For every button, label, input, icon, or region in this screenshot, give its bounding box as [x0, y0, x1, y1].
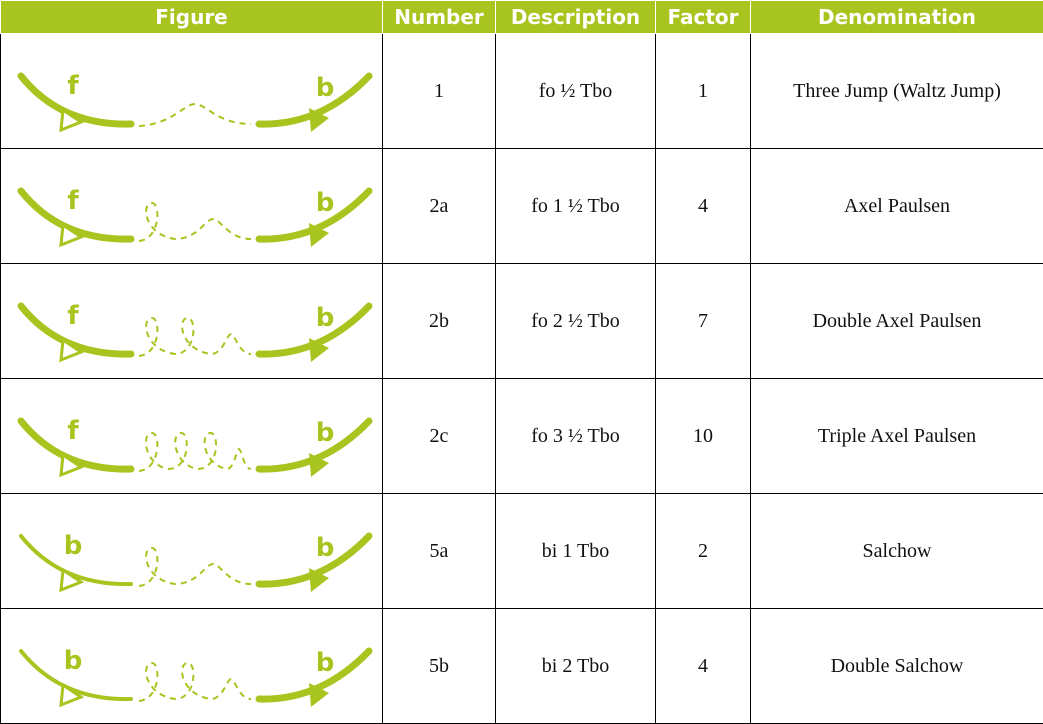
end-edge-letter: b: [316, 418, 335, 448]
description-cell: fo 2 ½ Tbo: [495, 263, 656, 379]
number-cell: 2c: [382, 378, 496, 494]
entry-arrow: [59, 107, 85, 133]
exit-arrow: [309, 338, 329, 362]
header-cell: Description: [495, 0, 656, 34]
denomination-cell: Axel Paulsen: [750, 148, 1043, 264]
end-edge-letter: b: [316, 188, 335, 218]
entry-arrow: [59, 452, 85, 478]
jump-trace: [138, 102, 252, 127]
jump-trace: [138, 202, 252, 242]
header-cell: Denomination: [750, 0, 1043, 34]
description-cell: bi 1 Tbo: [495, 493, 656, 609]
denomination-cell: Three Jump (Waltz Jump): [750, 33, 1043, 149]
exit-arrow: [309, 108, 329, 132]
start-edge-letter: f: [67, 71, 79, 101]
header-cell: Figure: [0, 0, 383, 34]
end-edge-letter: b: [316, 648, 335, 678]
table-row: f b 1 fo ½ Tbo 1 Three Jump (Waltz Jump): [0, 33, 1043, 149]
factor-cell: 7: [655, 263, 751, 379]
table-row: f b 2b fo 2 ½ Tbo 7 Double Axel Paulsen: [0, 263, 1043, 379]
factor-cell: 4: [655, 148, 751, 264]
table-row: b b 5a bi 1 Tbo 2 Salchow: [0, 493, 1043, 609]
jump-trace: [138, 432, 252, 472]
description-cell: fo ½ Tbo: [495, 33, 656, 149]
jump-trace: [138, 547, 252, 587]
start-edge-letter: f: [67, 186, 79, 216]
exit-arrow: [309, 568, 329, 592]
end-edge-letter: b: [316, 303, 335, 333]
factor-cell: 2: [655, 493, 751, 609]
exit-arrow: [309, 683, 329, 707]
entry-arrow: [59, 567, 85, 593]
start-edge-letter: b: [64, 646, 83, 676]
factor-cell: 1: [655, 33, 751, 149]
exit-arrow: [309, 453, 329, 477]
denomination-cell: Double Salchow: [750, 608, 1043, 724]
factor-cell: 10: [655, 378, 751, 494]
number-cell: 2b: [382, 263, 496, 379]
number-cell: 1: [382, 33, 496, 149]
entry-arrow: [59, 682, 85, 708]
denomination-cell: Triple Axel Paulsen: [750, 378, 1043, 494]
number-cell: 5a: [382, 493, 496, 609]
jump-trace: [138, 662, 252, 702]
jump-trace: [138, 317, 252, 357]
start-edge-letter: b: [64, 531, 83, 561]
denomination-cell: Salchow: [750, 493, 1043, 609]
factor-cell: 4: [655, 608, 751, 724]
end-edge-letter: b: [316, 533, 335, 563]
number-cell: 2a: [382, 148, 496, 264]
description-cell: fo 1 ½ Tbo: [495, 148, 656, 264]
denomination-cell: Double Axel Paulsen: [750, 263, 1043, 379]
header-cell: Factor: [655, 0, 751, 34]
header-cell: Number: [382, 0, 496, 34]
description-cell: bi 2 Tbo: [495, 608, 656, 724]
table-row: f b 2a fo 1 ½ Tbo 4 Axel Paulsen: [0, 148, 1043, 264]
header-row: Figure Number Description Factor Denominatio…: [0, 0, 1043, 34]
entry-arrow: [59, 337, 85, 363]
start-edge-letter: f: [67, 301, 79, 331]
end-edge-letter: b: [316, 73, 335, 103]
table-row: b b 5b bi 2 Tbo 4 Double Salchow: [0, 608, 1043, 724]
description-cell: fo 3 ½ Tbo: [495, 378, 656, 494]
entry-arrow: [59, 222, 85, 248]
exit-arrow: [309, 223, 329, 247]
table-row: f b 2c fo 3 ½ Tbo 10 Triple Axel Paulsen: [0, 378, 1043, 494]
number-cell: 5b: [382, 608, 496, 724]
start-edge-letter: f: [67, 416, 79, 446]
table-body: f b 1 fo ½ Tbo 1 Three Jump (Waltz Jump) f b 2a f…: [0, 33, 1043, 724]
